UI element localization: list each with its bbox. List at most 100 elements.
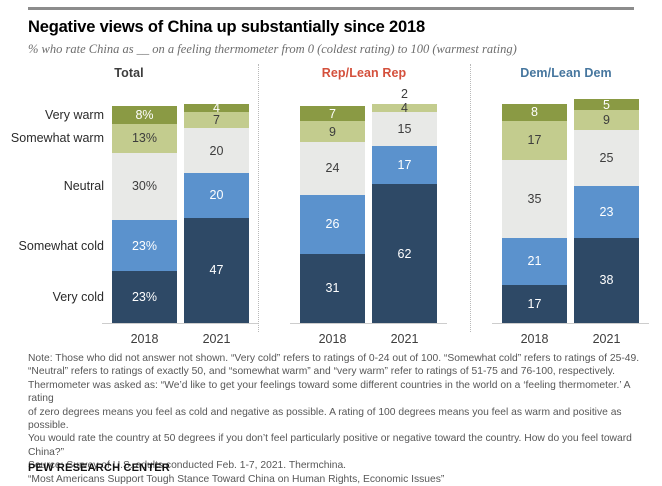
segment-value-label: 7 [213,113,220,128]
category-label-very-warm: Very warm [44,107,104,122]
segment-value-label: 8 [531,105,538,120]
segment-somewhat-warm: 9 [300,121,365,142]
segment-value-label: 23% [131,238,158,253]
segment-value-label: 20 [209,188,224,203]
segment-very-warm: 4 [184,100,249,115]
x-axis-tick-2018: 2018 [318,332,347,346]
segment-very-warm: 5 [574,97,639,112]
x-axis-tick-2018: 2018 [130,332,159,346]
segment-somewhat-cold: 20 [184,172,249,218]
axis-baseline [290,323,447,324]
note-line-5: You would rate the country at 50 degrees… [28,433,632,458]
segment-value-label: 21 [527,254,542,269]
chart-panel-rep-lean-rep: Rep/Lean Rep 7 9 24 26 31 2018 4 15 17 62 2 2021 [258,62,470,352]
axis-baseline [492,323,649,324]
segment-neutral: 25 [574,130,639,187]
segment-value-label: 30% [131,179,158,194]
segment-value-label: 17 [527,296,542,311]
stacked-bar-chart: Total 8% 13% 30% 23% 23% 2018 4 7 20 20 47 2021 Very … [0,62,662,352]
chart-panel-dem-lean-dem: Dem/Lean Dem 8 17 35 21 17 2018 5 9 25 23 38 2021 [470,62,662,352]
segment-neutral: 30% [112,152,177,220]
bar-2018: 8% 13% 30% 23% 23% [112,105,177,323]
segment-value-label: 25 [599,151,614,166]
chart-panel-total: Total 8% 13% 30% 23% 23% 2018 4 7 20 20 47 2021 Very … [0,62,259,352]
panel-title: Total [114,66,144,80]
panel-divider-1 [258,64,260,332]
segment-somewhat-cold: 23 [574,186,639,238]
category-label-somewhat-warm: Somewhat warm [10,131,104,146]
segment-somewhat-warm: 17 [502,121,567,160]
segment-somewhat-cold: 23% [112,219,177,272]
note-line-1: Note: Those who did not answer not shown… [28,353,640,364]
chart-notes: Note: Those who did not answer not shown… [28,352,642,486]
segment-very-cold: 31 [300,253,365,323]
segment-value-label: 4 [401,100,408,115]
segment-very-cold: 47 [184,217,249,323]
segment-value-label: 31 [325,281,340,296]
segment-value-label: 13% [131,130,158,145]
segment-neutral: 24 [300,141,365,196]
category-label-somewhat-cold: Somewhat cold [18,238,104,253]
segment-value-label: 15 [397,122,412,136]
bar-2018: 8 17 35 21 17 [502,103,567,323]
x-axis-tick-2021: 2021 [592,332,621,346]
segment-very-cold: 23% [112,271,177,323]
bar-2021: 4 7 20 20 47 [184,100,249,323]
segment-value-label: 23 [599,204,614,219]
source-line: Source: Survey of U.S. adults conducted … [28,460,347,472]
segment-very-warm: 7 [300,105,365,122]
axis-baseline [102,323,259,324]
segment-neutral: 20 [184,128,249,173]
segment-value-label: 47 [209,263,224,278]
note-line-4: of zero degrees means you feel as cold a… [28,406,622,432]
page-subtitle: % who rate China as __ on a feeling ther… [28,42,517,56]
note-line-3: Thermometer was asked as: “We’d like to … [28,379,630,405]
segment-somewhat-cold: 26 [300,195,365,254]
segment-very-warm: 8% [112,105,177,124]
segment-value-label: 9 [603,113,610,128]
segment-value-label: 24 [325,161,340,176]
segment-somewhat-cold: 21 [502,237,567,285]
segment-value-label-outside: 2 [401,87,408,102]
panel-divider-2 [470,64,472,332]
x-axis-tick-2021: 2021 [390,332,419,346]
bar-2021: 5 9 25 23 38 [574,97,639,323]
segment-value-label: 8% [135,107,154,122]
segment-value-label: 9 [329,124,336,139]
segment-value-label: 17 [397,157,412,172]
segment-value-label: 5 [603,97,610,112]
segment-somewhat-warm: 4 [372,100,437,115]
page-title: Negative views of China up substantially… [28,18,425,36]
report-title-line: “Most Americans Support Tough Stance Tow… [28,473,445,485]
segment-value-label: 23% [131,289,158,304]
segment-value-label: 7 [329,106,336,121]
segment-value-label: 38 [599,273,614,288]
panel-title: Dem/Lean Dem [520,66,612,80]
category-label-neutral: Neutral [63,179,104,194]
segment-neutral: 15 [372,112,437,147]
segment-somewhat-warm: 9 [574,110,639,131]
segment-very-cold: 38 [574,237,639,323]
segment-value-label: 35 [527,191,542,206]
panel-title: Rep/Lean Rep [321,66,407,80]
segment-somewhat-warm: 7 [184,112,249,129]
x-axis-tick-2018: 2018 [520,332,549,346]
segment-value-label: 26 [325,217,340,232]
segment-very-cold: 62 [372,184,437,323]
segment-neutral: 35 [502,159,567,238]
segment-value-label: 62 [397,246,412,261]
x-axis-tick-2021: 2021 [202,332,231,346]
note-line-2: “Neutral” refers to ratings of exactly 5… [28,366,615,378]
segment-somewhat-warm: 13% [112,123,177,153]
segment-value-label: 17 [527,133,542,148]
top-rule [28,7,634,10]
category-label-very-cold: Very cold [52,290,104,305]
bar-2021: 4 15 17 62 [372,100,437,323]
segment-somewhat-cold: 17 [372,146,437,185]
segment-very-cold: 17 [502,284,567,323]
segment-very-warm: 8 [502,103,567,122]
pew-research-center-footer: PEW RESEARCH CENTER [28,462,170,474]
segment-value-label: 4 [213,100,220,115]
bar-2018: 7 9 24 26 31 [300,105,365,323]
segment-value-label: 20 [209,143,224,158]
